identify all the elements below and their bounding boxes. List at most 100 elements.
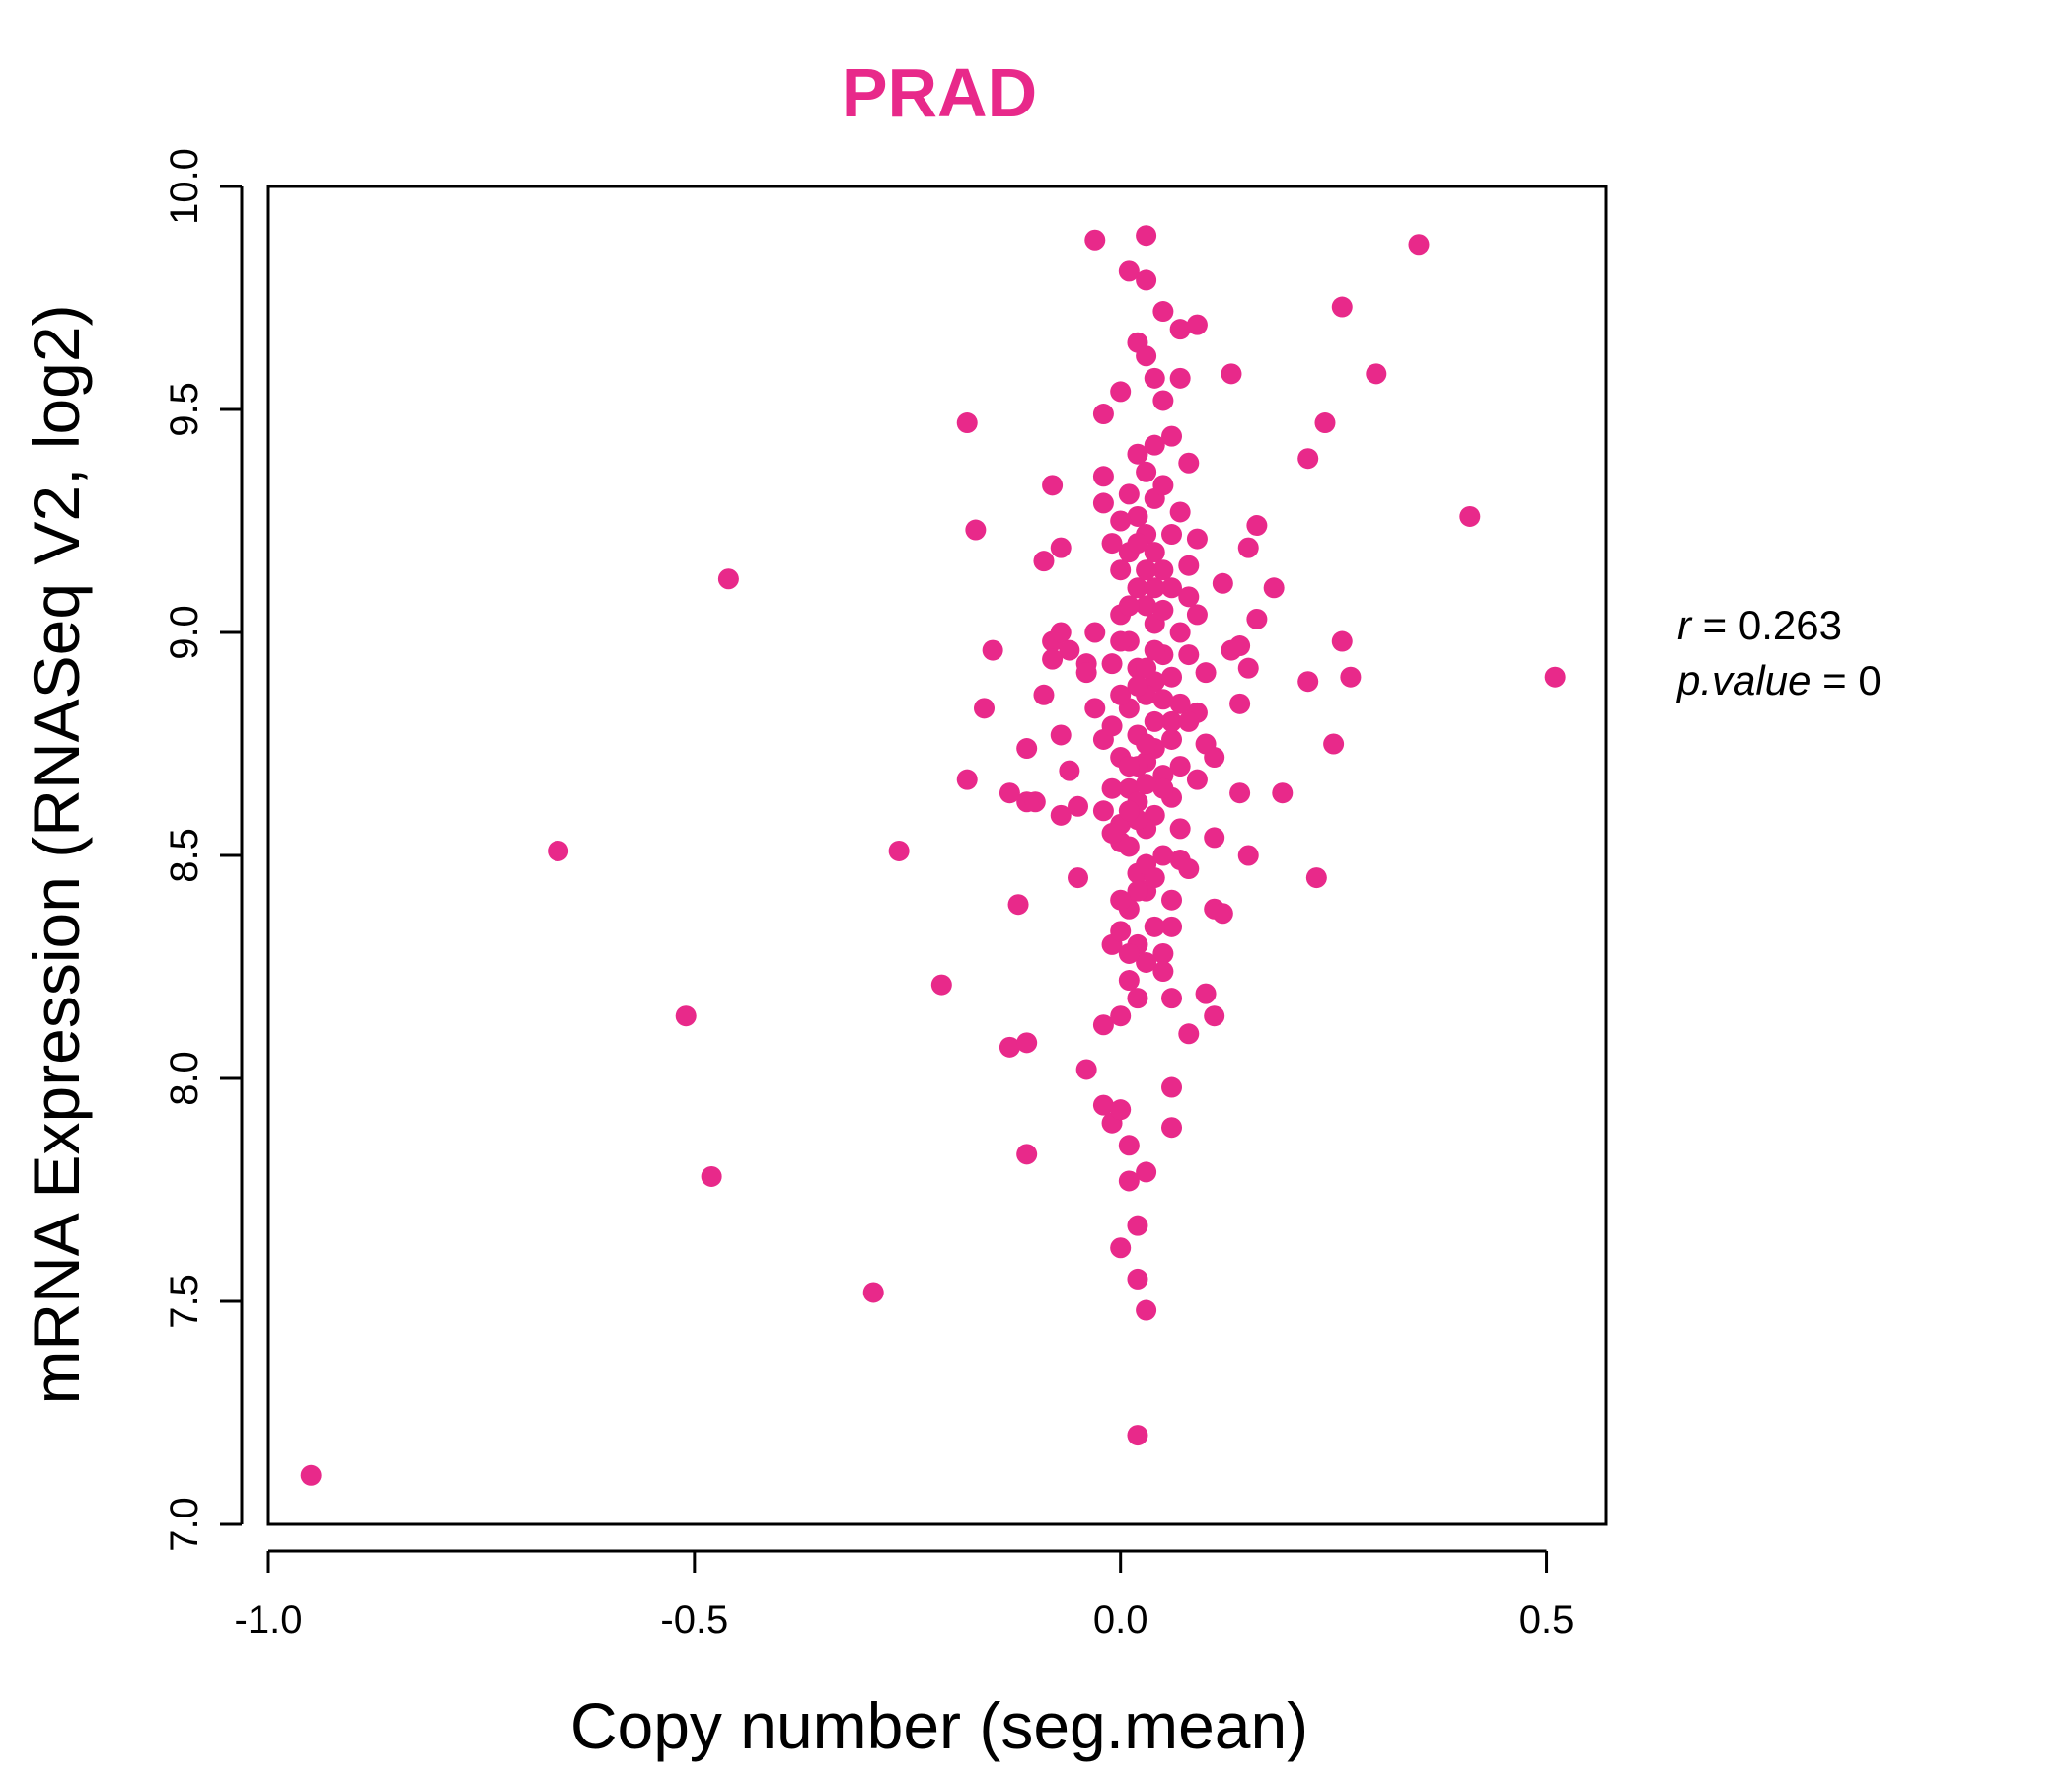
data-point (1161, 889, 1183, 911)
chart-title: PRAD (842, 54, 1037, 131)
data-point (1136, 559, 1157, 581)
data-point (1272, 782, 1294, 804)
data-points (300, 225, 1566, 1486)
data-point (1118, 800, 1140, 822)
data-point (1101, 533, 1123, 555)
x-axis: -1.0 -0.5 0.0 0.5 (235, 1549, 1574, 1642)
p-value: 0 (1858, 657, 1881, 703)
y-axis: 7.0 7.5 8.0 8.5 9.0 9.5 10.0 (163, 148, 244, 1552)
data-point (1050, 537, 1072, 558)
data-point (965, 519, 987, 541)
data-point (1092, 1094, 1114, 1116)
y-tick-label: 7.5 (163, 1274, 206, 1329)
data-point (1161, 1076, 1183, 1098)
data-point (1544, 666, 1566, 688)
data-point (1178, 1023, 1200, 1045)
data-point (1169, 693, 1191, 714)
data-point (1110, 921, 1132, 942)
data-point (1118, 260, 1140, 282)
x-tick-label: -1.0 (235, 1598, 303, 1642)
data-point (1144, 367, 1165, 389)
data-point (1068, 867, 1089, 889)
data-point (1092, 466, 1114, 487)
x-axis-title: Copy number (seg.mean) (570, 1689, 1308, 1762)
data-point (1152, 961, 1174, 983)
r-equals: = (1691, 602, 1739, 648)
data-point (1237, 657, 1259, 679)
data-point (1144, 867, 1165, 889)
data-point (1331, 296, 1353, 318)
data-point (1246, 515, 1268, 537)
data-point (1136, 951, 1157, 973)
data-point (300, 1464, 322, 1486)
data-point (1127, 443, 1148, 465)
data-point (999, 782, 1020, 804)
data-point (1118, 970, 1140, 992)
data-point (974, 698, 996, 719)
data-point (1110, 381, 1132, 403)
data-point (1050, 622, 1072, 643)
data-point (1144, 542, 1165, 563)
data-point (1144, 434, 1165, 456)
data-point (1127, 675, 1148, 697)
data-point (1110, 630, 1132, 652)
data-point (1101, 822, 1123, 844)
data-point (1152, 942, 1174, 964)
data-point (1178, 452, 1200, 474)
data-point (1110, 510, 1132, 532)
data-point (1178, 644, 1200, 666)
data-point (1229, 693, 1251, 714)
p-label: p.value (1675, 657, 1811, 703)
data-point (862, 1282, 884, 1303)
data-point (1195, 662, 1217, 684)
data-point (1118, 836, 1140, 857)
data-point (1212, 903, 1233, 925)
data-point (1110, 1237, 1132, 1259)
r-statistic: r = 0.263 (1677, 602, 1842, 648)
data-point (1323, 733, 1345, 755)
data-point (1127, 1268, 1148, 1290)
data-point (1204, 747, 1225, 769)
data-point (1101, 777, 1123, 799)
data-point (1059, 639, 1080, 661)
data-point (1366, 363, 1387, 385)
data-point (1118, 942, 1140, 964)
data-point (1110, 1099, 1132, 1121)
data-point (1152, 689, 1174, 710)
data-point (1169, 818, 1191, 840)
y-tick-label: 9.5 (163, 382, 206, 437)
data-point (1144, 710, 1165, 732)
data-point (1340, 666, 1362, 688)
data-point (1152, 301, 1174, 323)
data-point (1297, 671, 1319, 693)
data-point (1144, 639, 1165, 661)
data-point (1075, 662, 1097, 684)
data-point (1459, 505, 1481, 527)
data-point (1408, 234, 1430, 256)
data-point (1237, 845, 1259, 866)
data-point (1136, 733, 1157, 755)
data-point (1042, 648, 1064, 670)
data-point (1169, 756, 1191, 777)
data-point (1186, 769, 1208, 790)
data-point (1169, 501, 1191, 523)
r-value: 0.263 (1739, 602, 1842, 648)
data-point (1136, 225, 1157, 247)
data-point (1152, 777, 1174, 799)
data-point (717, 568, 739, 590)
data-point (1161, 1117, 1183, 1139)
data-point (1033, 551, 1055, 572)
x-tick-label: -0.5 (660, 1598, 728, 1642)
data-point (1101, 715, 1123, 737)
data-point (1084, 229, 1106, 251)
data-point (1161, 728, 1183, 750)
y-tick-label: 9.0 (163, 605, 206, 660)
data-point (1092, 1014, 1114, 1036)
data-point (999, 1036, 1020, 1058)
data-point (1136, 657, 1157, 679)
data-point (1169, 622, 1191, 643)
data-point (1110, 1005, 1132, 1027)
data-point (1297, 448, 1319, 470)
